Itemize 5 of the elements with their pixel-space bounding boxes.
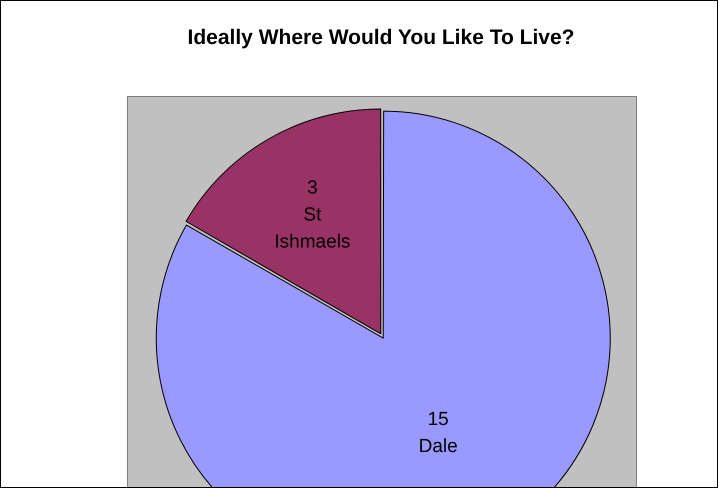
chart-title: Ideally Where Would You Like To Live? [186,25,576,51]
slice-label: Dale [418,436,458,457]
data-label: 15 [428,408,449,430]
slice-label: St Ishmaels [274,204,350,253]
data-label: 3 [307,178,318,199]
